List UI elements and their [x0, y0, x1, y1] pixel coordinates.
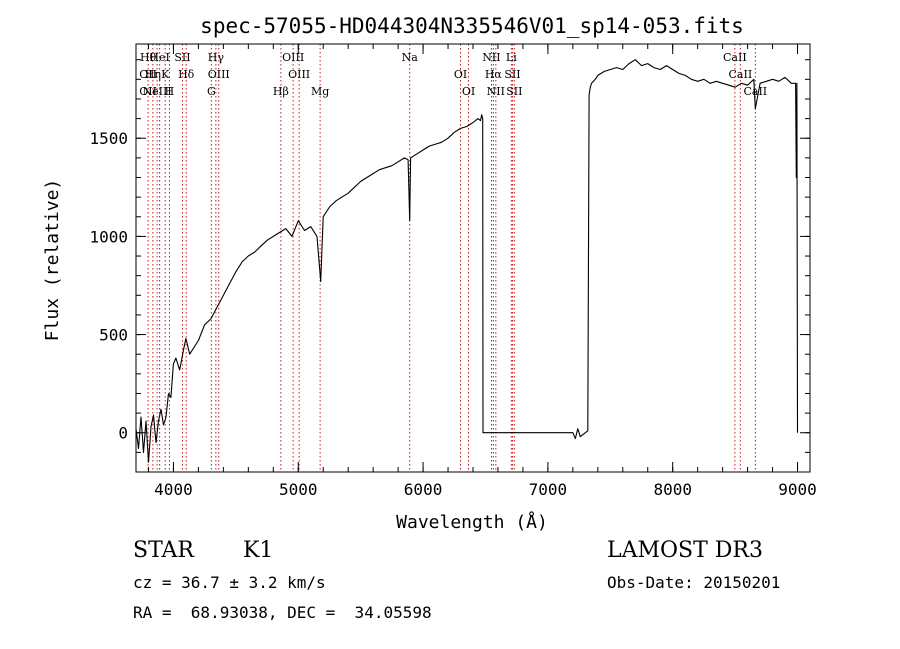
- line-label: SII: [174, 51, 190, 64]
- y-axis-label: Flux (relative): [42, 179, 63, 342]
- line-label: CaII: [723, 51, 747, 64]
- line-label: OI: [462, 85, 475, 98]
- y-tick-label: 1000: [89, 227, 128, 246]
- x-tick-label: 9000: [778, 480, 817, 499]
- line-label: NII: [482, 51, 500, 64]
- line-label: NII: [487, 85, 505, 98]
- line-label: SII: [504, 68, 520, 81]
- line-label: OIII: [208, 68, 230, 81]
- spectrum-line: [135, 59, 799, 463]
- line-label: Hγ: [208, 51, 225, 64]
- line-label: NeIII: [143, 85, 172, 98]
- redshift-value: cz = 36.7 ± 3.2 km/s: [133, 573, 326, 592]
- plot-frame: [135, 43, 811, 473]
- line-label: SII: [506, 85, 522, 98]
- line-label: Li: [506, 51, 517, 64]
- x-tick-label: 5000: [279, 480, 318, 499]
- obs-date: Obs-Date: 20150201: [607, 573, 781, 592]
- line-labels: HθOIIOIIHηNeIIIHeIKHSIIHδGHγOIIIHβOIIIOI…: [139, 51, 767, 98]
- chart-title: spec-57055-HD044304N335546V01_sp14-053.f…: [200, 14, 744, 38]
- x-tick-label: 7000: [529, 480, 568, 499]
- x-tick-label: 8000: [653, 480, 692, 499]
- line-label: Mg: [311, 85, 329, 98]
- line-label: OI: [454, 68, 467, 81]
- line-label: OIII: [282, 51, 304, 64]
- y-tick-label: 1500: [89, 129, 128, 148]
- line-label: HeI: [149, 51, 169, 64]
- line-label: OIII: [288, 68, 310, 81]
- line-label: Hθ: [140, 51, 157, 64]
- line-label: OII: [139, 68, 157, 81]
- survey-name: LAMOST DR3: [607, 538, 763, 563]
- x-tick-label: 6000: [404, 480, 443, 499]
- object-class: STAR: [133, 538, 194, 563]
- axes: 4000 5000 6000 7000 8000 9000 0 500 1000 1500: [89, 43, 817, 499]
- line-label: CaII: [743, 85, 767, 98]
- line-label: Hη: [145, 68, 161, 81]
- x-tick-label: 4000: [154, 480, 193, 499]
- spectrum-series: [135, 59, 799, 463]
- line-label: G: [207, 85, 216, 98]
- line-label: CaII: [729, 68, 753, 81]
- line-label: Na: [402, 51, 419, 64]
- line-label: Hδ: [178, 68, 195, 81]
- y-tick-label: 0: [118, 424, 128, 443]
- line-label: Hβ: [273, 85, 289, 98]
- line-label: OII: [139, 85, 157, 98]
- line-label: Hα: [485, 68, 503, 81]
- line-label: H: [165, 85, 175, 98]
- x-axis-label: Wavelength (Å): [396, 511, 548, 533]
- coordinates: RA = 68.93038, DEC = 34.05598: [133, 603, 432, 622]
- y-tick-label: 500: [99, 326, 128, 345]
- object-subclass: K1: [243, 538, 274, 563]
- line-markers: [147, 44, 756, 472]
- line-label: K: [161, 68, 170, 81]
